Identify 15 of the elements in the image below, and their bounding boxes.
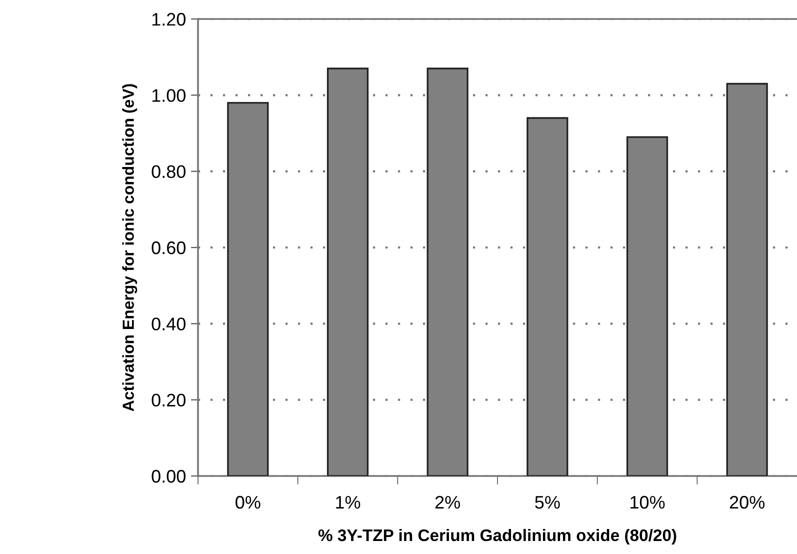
x-tick-label: 2% [435, 496, 460, 509]
y-tick-label: 0.40 [152, 318, 186, 330]
x-tick-label: 10% [630, 496, 665, 509]
y-tick-label: 1.20 [152, 12, 186, 26]
x-tick-label: 20% [730, 496, 765, 509]
x-tick-label: 0% [236, 496, 260, 509]
y-tick-label: 1.00 [152, 89, 186, 102]
x-tick-label: 5% [535, 496, 560, 509]
y-tick-label: 0.00 [152, 470, 186, 483]
y-tick-label: 0.80 [152, 165, 186, 178]
y-tick-label: 0.60 [152, 241, 186, 254]
x-tick-label: 1% [336, 496, 360, 509]
x-axis-title: % 3Y-TZP in Cerium Gadolinium oxide (80/20) [318, 528, 676, 544]
y-tick-label: 0.20 [152, 394, 186, 407]
y-axis-title: Activation Energy for ionic conduction (eV) [122, 84, 138, 412]
